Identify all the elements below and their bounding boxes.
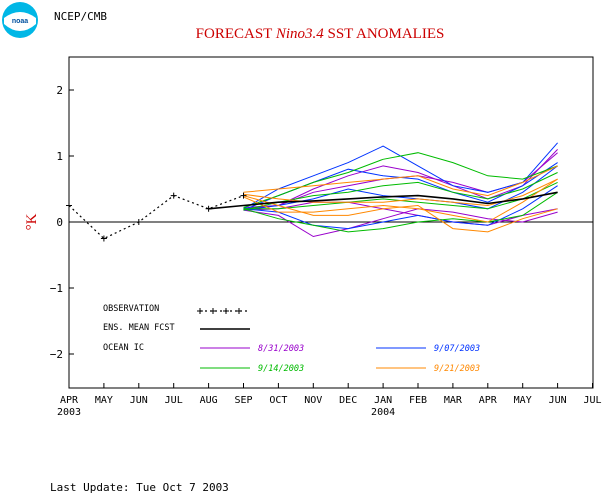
y-tick-label: −2	[50, 348, 63, 361]
x-tick-label: FEB	[409, 395, 427, 406]
legend-group-label: 9/07/2003	[434, 344, 480, 354]
noaa-logo-text: noaa	[12, 18, 28, 25]
legend: OBSERVATION ENS. MEAN FCST OCEAN IC 8/31/20…	[103, 304, 480, 374]
series-group	[66, 142, 558, 242]
noaa-logo: noaa	[2, 2, 38, 38]
legend-group-label: 9/21/2003	[434, 364, 480, 374]
y-tick-label: 1	[56, 150, 63, 163]
noaa-logo-bird	[4, 12, 36, 31]
observation-point	[205, 205, 212, 212]
x-tick-label: MAR	[444, 395, 463, 406]
x-tick-label: JUL	[583, 395, 601, 406]
legend-observation-marker	[197, 308, 203, 314]
forecast-member-line	[243, 172, 558, 211]
x-tick-label: APR	[479, 395, 498, 406]
x-tick-label: JUN	[130, 395, 148, 406]
y-tick-label: −1	[50, 282, 63, 295]
observation-point	[240, 192, 247, 199]
forecast-member-line	[243, 165, 558, 197]
observation-point	[66, 202, 72, 209]
x-year-label: 2003	[57, 407, 81, 418]
x-tick-label: NOV	[304, 395, 322, 406]
x-tick-label: OCT	[269, 395, 287, 406]
x-tick-label: JUN	[549, 395, 567, 406]
legend-ocean-ic-label: OCEAN IC	[103, 343, 144, 353]
x-tick-label: MAY	[95, 395, 113, 406]
title-prefix: FORECAST	[196, 26, 276, 42]
forecast-member-line	[243, 185, 558, 230]
x-year-label: 2004	[371, 407, 395, 418]
y-tick-label: 2	[56, 84, 63, 97]
observation-point	[135, 219, 142, 225]
observation-point	[170, 192, 177, 199]
observation-line	[68, 194, 244, 240]
x-tick-label: JAN	[374, 395, 392, 406]
x-tick-label: SEP	[234, 395, 252, 406]
title-suffix: SST ANOMALIES	[324, 26, 445, 42]
forecast-member-line	[243, 201, 558, 226]
forecast-member-line	[243, 208, 558, 238]
forecast-member-line	[243, 152, 558, 208]
y-axis-label: °K	[24, 213, 40, 230]
legend-observation-marker	[236, 308, 242, 314]
legend-observation-label: OBSERVATION	[103, 304, 159, 314]
x-tick-label: DEC	[339, 395, 357, 406]
org-label: NCEP/CMB	[54, 10, 107, 23]
chart-title: FORECAST Nino3.4 SST ANOMALIES	[196, 26, 445, 42]
observation-point	[100, 235, 107, 242]
legend-observation-marker	[210, 308, 216, 314]
title-italic: Nino3.4	[275, 26, 324, 42]
ensemble-mean-line	[208, 191, 558, 210]
forecast-member-line	[243, 191, 558, 233]
legend-observation-marker	[223, 308, 229, 314]
legend-group-label: 8/31/2003	[258, 344, 304, 354]
x-tick-label: AUG	[200, 395, 218, 406]
x-tick-label: JUL	[165, 395, 183, 406]
forecast-member-line	[243, 178, 558, 223]
axes: APR MAY JUN JUL AUG SEP OCT NOV DEC JAN FEB MAR APR M…	[50, 84, 602, 418]
y-tick-label: 0	[56, 216, 63, 229]
legend-group-label: 9/14/2003	[258, 364, 304, 374]
legend-mean-label: ENS. MEAN FCST	[103, 323, 175, 333]
x-tick-label: MAY	[514, 395, 532, 406]
last-update: Last Update: Tue Oct 7 2003	[50, 481, 229, 494]
forecast-member-line	[243, 149, 558, 208]
x-tick-label: APR	[60, 395, 79, 406]
